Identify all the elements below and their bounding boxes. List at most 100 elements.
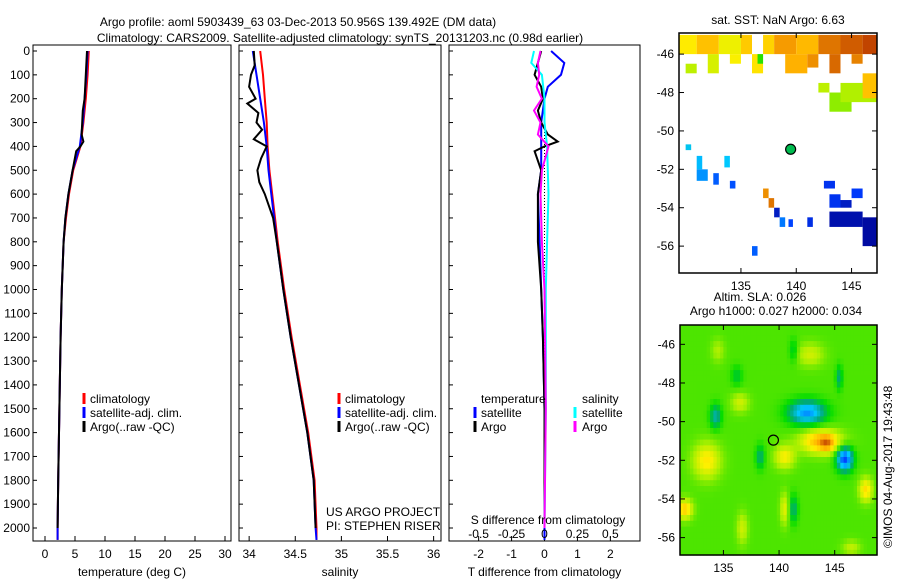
sla-cell (853, 415, 858, 423)
legend-label: Argo (582, 420, 608, 434)
sla-cell (710, 404, 714, 411)
sla-cell (680, 537, 684, 544)
sla-cell (746, 502, 751, 510)
sla-cell (840, 392, 845, 399)
sla-cell (790, 502, 795, 510)
sla-cell (867, 433, 871, 440)
sla-cell (860, 410, 865, 417)
sla-cell (853, 404, 858, 411)
sla-cell (857, 479, 861, 486)
sla-cell (760, 328, 764, 336)
sla-cell (686, 514, 691, 521)
sla-cell (696, 497, 701, 504)
sla-cell (806, 543, 811, 550)
sla-cell (750, 381, 754, 388)
sla-cell (850, 328, 855, 336)
sla-cell (836, 375, 841, 382)
sla-cell (743, 444, 748, 452)
sla-cell (780, 357, 785, 365)
sla-cell (823, 325, 828, 330)
sla-cell (840, 404, 845, 411)
sla-cell (850, 491, 855, 498)
sla-cell (860, 398, 865, 405)
sla-cell (857, 334, 861, 342)
sla-cell (706, 543, 711, 550)
sla-cell (816, 369, 821, 376)
sla-cell (830, 462, 835, 469)
sla-cell (846, 404, 851, 411)
sla-cell (743, 537, 748, 544)
sla-cell (753, 456, 758, 463)
sla-cell (830, 537, 835, 544)
sla-cell (813, 328, 818, 336)
sla-cell (870, 485, 875, 492)
sla-cell (726, 439, 731, 446)
sla-cell (726, 433, 731, 440)
sla-cell (720, 526, 724, 533)
sla-cell (740, 427, 744, 434)
sla-cell (793, 456, 798, 463)
sla-cell (790, 392, 795, 399)
sla-cell (863, 479, 868, 486)
sla-cell (686, 531, 691, 539)
sla-cell (816, 325, 821, 330)
sla-cell (763, 549, 768, 556)
sla-cell (783, 491, 788, 498)
sla-cell (703, 479, 708, 486)
sla-cell (826, 485, 831, 492)
sla-cell (806, 531, 811, 539)
sla-cell (733, 537, 738, 544)
sla-cell (706, 421, 711, 428)
sla-cell (703, 531, 708, 539)
sla-cell (793, 334, 798, 342)
sla-cell (716, 334, 721, 342)
sla-cell (746, 491, 751, 498)
sla-cell (786, 444, 791, 452)
sla-cell (780, 410, 785, 417)
sla-cell (716, 549, 721, 556)
sla-cell (763, 398, 768, 405)
x-tick-label: -1 (506, 547, 517, 561)
sla-cell (873, 450, 878, 457)
sla-cell (826, 514, 831, 521)
sla-cell (873, 386, 878, 394)
sla-cell (773, 508, 778, 515)
sla-cell (846, 439, 851, 446)
sla-cell (773, 462, 778, 469)
sla-cell (826, 392, 831, 399)
sla-cell (840, 398, 845, 405)
sla-cell (776, 381, 781, 388)
sla-cell (783, 325, 788, 330)
sla-cell (716, 328, 721, 336)
sla-cell (770, 514, 775, 521)
sla-cell (836, 433, 841, 440)
sla-cell (770, 398, 775, 405)
sla-cell (857, 386, 861, 394)
sla-cell (710, 462, 714, 469)
sla-cell (790, 462, 795, 469)
sla-cell (760, 462, 764, 469)
sst-cell (768, 198, 775, 208)
sla-cell (713, 526, 718, 533)
sla-cell (816, 363, 821, 371)
sla-cell (836, 363, 841, 371)
sla-cell (720, 392, 724, 399)
sla-cell (786, 450, 791, 457)
sla-cell (843, 357, 848, 365)
sla-cell (783, 456, 788, 463)
sla-cell (773, 357, 778, 365)
sla-cell (793, 433, 798, 440)
sla-cell (823, 404, 828, 411)
sla-cell (790, 410, 795, 417)
sla-cell (780, 549, 785, 556)
x-tick-label: 36 (427, 547, 441, 561)
sla-cell (680, 340, 684, 347)
sla-cell (700, 381, 704, 388)
sla-cell (770, 357, 775, 365)
sla-cell (783, 392, 788, 399)
sla-cell (750, 485, 754, 492)
sla-cell (726, 520, 731, 527)
sla-cell (816, 381, 821, 388)
sla-cell (846, 415, 851, 423)
sla-cell (806, 410, 811, 417)
